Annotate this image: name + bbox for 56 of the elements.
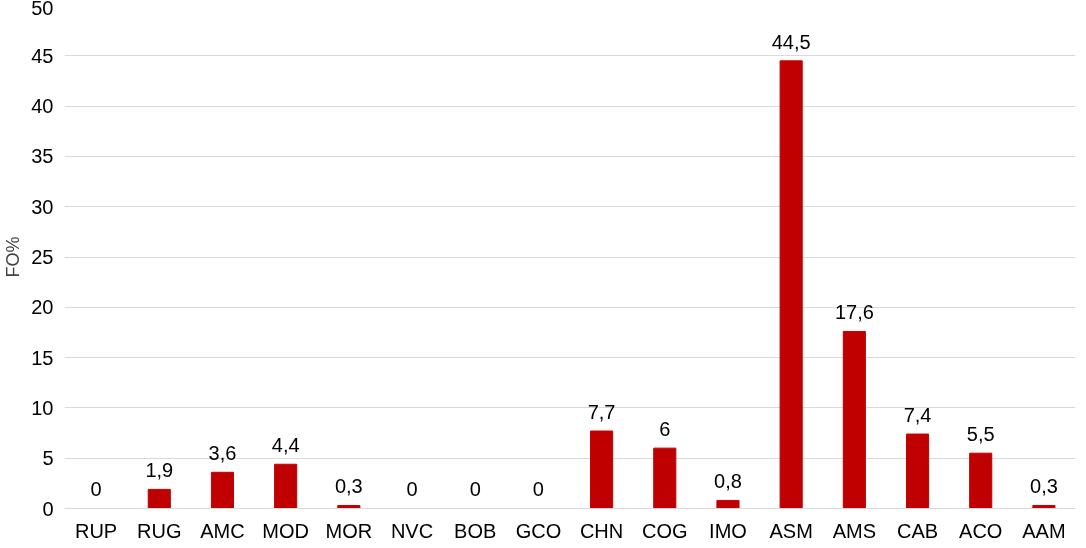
data-label: 0 bbox=[406, 478, 418, 501]
y-axis-title: FO% bbox=[3, 236, 24, 278]
bar bbox=[779, 60, 803, 509]
bar bbox=[842, 330, 866, 509]
data-label: 0 bbox=[532, 478, 544, 501]
x-tick-label: MOR bbox=[325, 519, 373, 542]
x-tick-label: CAB bbox=[896, 519, 939, 542]
data-label: 4,4 bbox=[271, 434, 300, 457]
bar bbox=[905, 433, 930, 509]
x-tick-label: CHN bbox=[579, 519, 624, 542]
x-tick-label: COG bbox=[642, 519, 688, 542]
y-tick-label: 25 bbox=[31, 246, 54, 268]
data-label: 7,4 bbox=[903, 403, 932, 426]
bar bbox=[590, 430, 614, 509]
data-label: 3,6 bbox=[208, 442, 237, 465]
bar bbox=[337, 504, 361, 509]
x-tick-label: BOB bbox=[454, 519, 497, 542]
x-tick-label: ACO bbox=[959, 519, 1003, 542]
data-label: 0,3 bbox=[334, 475, 363, 498]
x-tick-label: AMS bbox=[832, 519, 877, 542]
y-tick-label: 20 bbox=[31, 296, 54, 319]
data-label: 0 bbox=[90, 478, 102, 501]
bar bbox=[147, 488, 171, 509]
data-label: 44,5 bbox=[771, 30, 811, 53]
data-label: 0 bbox=[469, 478, 481, 501]
x-tick-label: GCO bbox=[515, 519, 562, 542]
y-tick-label: 50 bbox=[31, 0, 54, 19]
x-tick-label: AMC bbox=[200, 519, 245, 542]
bar bbox=[716, 499, 740, 509]
bar bbox=[274, 463, 298, 509]
data-label: 0,3 bbox=[1030, 475, 1058, 498]
y-tick-label: 45 bbox=[31, 44, 54, 67]
y-tick-label: 40 bbox=[31, 95, 54, 118]
y-tick-label: 30 bbox=[31, 195, 54, 218]
data-label: 1,9 bbox=[145, 459, 174, 482]
data-label: 5,5 bbox=[966, 423, 995, 446]
data-label: 0,8 bbox=[714, 470, 742, 493]
y-tick-label: 0 bbox=[42, 497, 54, 520]
bar bbox=[1032, 504, 1056, 509]
x-tick-label: IMO bbox=[709, 519, 747, 542]
y-tick-label: 10 bbox=[31, 396, 54, 419]
data-label: 6 bbox=[659, 418, 671, 441]
x-tick-label: ASM bbox=[769, 519, 813, 542]
data-label: 7,7 bbox=[587, 400, 616, 423]
x-tick-label: AAM bbox=[1022, 519, 1066, 542]
data-label: 17,6 bbox=[834, 301, 874, 324]
y-tick-label: 5 bbox=[42, 447, 54, 470]
y-tick-label: 35 bbox=[31, 145, 54, 168]
bar bbox=[210, 471, 235, 509]
x-tick-label: NVC bbox=[390, 519, 434, 542]
bar bbox=[653, 447, 677, 509]
x-tick-label: RUG bbox=[137, 519, 182, 542]
x-tick-label: MOD bbox=[262, 519, 309, 542]
bar bbox=[969, 452, 993, 509]
x-tick-label: RUP bbox=[74, 519, 118, 542]
y-tick-label: 15 bbox=[31, 346, 54, 369]
